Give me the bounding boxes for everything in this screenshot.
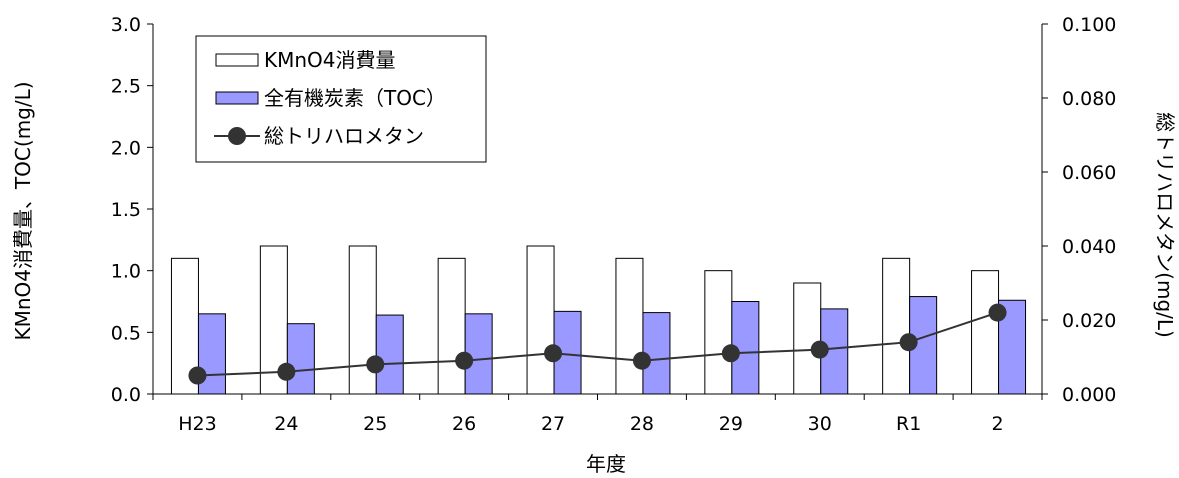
x-tick-label: 29 <box>719 413 743 435</box>
trihalomethane-point <box>899 333 918 352</box>
y-tick-label-left: 1.0 <box>111 261 141 283</box>
y-tick-label-left: 1.5 <box>111 199 141 221</box>
x-tick-label: 2 <box>992 413 1004 435</box>
y-axis-title-left: KMnO4消費量、TOC(mg/L) <box>11 81 35 340</box>
x-tick-label: 28 <box>630 413 654 435</box>
x-tick-label: R1 <box>896 413 921 435</box>
y-tick-label-left: 2.5 <box>111 76 141 98</box>
bar-kmno4 <box>437 257 466 395</box>
y-tick-label-right: 0.080 <box>1062 88 1116 110</box>
x-tick-label: H23 <box>178 413 216 435</box>
y-tick-label-right: 0.040 <box>1062 236 1116 258</box>
x-axis-title: 年度 <box>586 452 626 476</box>
y-tick-label-left: 3.0 <box>111 14 141 36</box>
y-tick-label-left: 0.0 <box>111 384 141 406</box>
legend-label: KMnO4消費量 <box>264 48 396 72</box>
bar-kmno4 <box>526 245 555 395</box>
y-tick-label-right: 0.100 <box>1062 14 1116 36</box>
trihalomethane-point <box>810 340 829 359</box>
trihalomethane-point <box>988 303 1007 322</box>
x-tick-label: 24 <box>274 413 298 435</box>
axes: 0.0 0.5 1.0 1.5 2.0 2.5 3.0 0.000 0.020 0.040 0.06… <box>111 14 1117 435</box>
legend-swatch-trihalomethane <box>228 127 246 145</box>
legend-swatch-toc <box>215 91 259 105</box>
trihalomethane-point <box>721 344 740 363</box>
trihalomethane-point <box>277 362 296 381</box>
legend-label: 全有機炭素（TOC） <box>264 86 446 110</box>
bar-kmno4 <box>971 270 1000 395</box>
bar-kmno4 <box>793 282 822 395</box>
trihalomethane-point <box>366 355 385 374</box>
y-tick-label-right: 0.060 <box>1062 162 1116 184</box>
x-tick-label: 26 <box>452 413 476 435</box>
trihalomethane-point <box>455 351 474 370</box>
bar-kmno4 <box>615 257 644 395</box>
bar-toc <box>375 314 404 395</box>
x-tick-label: 27 <box>541 413 565 435</box>
bar-toc <box>286 323 315 395</box>
legend-label: 総トリハロメタン <box>264 124 424 148</box>
trihalomethane-point <box>188 366 207 385</box>
x-tick-label: 30 <box>808 413 832 435</box>
x-tick-label: 25 <box>363 413 387 435</box>
y-tick-label-right: 0.020 <box>1062 310 1116 332</box>
trihalomethane-point <box>544 344 563 363</box>
trihalomethane-point <box>632 351 651 370</box>
y-tick-label-left: 2.0 <box>111 137 141 159</box>
bar-kmno4 <box>882 257 911 395</box>
plot-area <box>170 245 1027 395</box>
trihalomethane-line <box>197 311 998 377</box>
y-axis-title-right: 総トリハロメタン(mg/L) <box>1153 112 1177 338</box>
y-tick-label-right: 0.000 <box>1062 384 1116 406</box>
bar-kmno4 <box>704 270 733 395</box>
legend-swatch-kmno4 <box>215 53 259 67</box>
y-tick-label-left: 0.5 <box>111 322 141 344</box>
